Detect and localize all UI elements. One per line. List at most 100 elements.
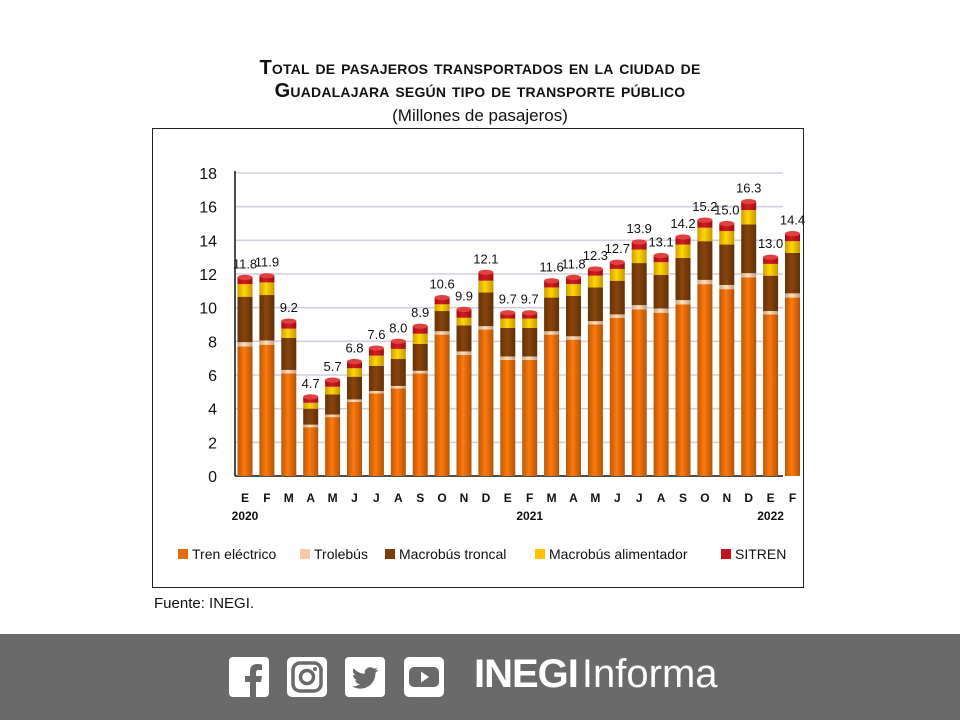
bar-top-cap (675, 234, 691, 240)
chart-frame (152, 128, 804, 588)
total-value-label: 9.2 (280, 300, 298, 315)
bar-segment (500, 327, 516, 357)
twitter-icon[interactable] (345, 657, 385, 697)
x-tick-label: F (263, 491, 270, 505)
bar-segment (368, 390, 384, 394)
x-tick-label: A (394, 491, 403, 505)
bar-segment (522, 359, 538, 476)
bar-segment (390, 348, 406, 360)
x-tick-label: M (284, 491, 294, 505)
bar-segment (500, 318, 516, 328)
bar-segment (434, 297, 450, 305)
bar-top-cap (390, 338, 406, 344)
bar-segment (368, 365, 384, 391)
bar-segment (631, 263, 647, 306)
x-tick-label: A (306, 491, 315, 505)
bar-segment (303, 402, 319, 409)
total-value-label: 11.8 (233, 256, 257, 271)
facebook-icon[interactable] (229, 657, 269, 697)
y-tick-label: 4 (208, 402, 217, 419)
bar-segment (785, 233, 800, 242)
x-tick-label: F (526, 491, 533, 505)
bar-top-cap (259, 273, 275, 279)
legend-label: Macrobús troncal (399, 546, 506, 562)
x-tick-label: S (416, 491, 424, 505)
total-value-label: 4.7 (302, 376, 320, 391)
bar-segment (719, 223, 735, 232)
x-tick-label: E (504, 491, 512, 505)
bar-segment (544, 334, 560, 476)
bar-top-cap (653, 252, 669, 259)
total-value-label: 8.9 (411, 305, 429, 320)
bar-segment (500, 359, 516, 476)
bar-top-cap (763, 254, 779, 260)
legend-label: Macrobús alimentador (549, 546, 688, 562)
bar-segment (237, 277, 253, 285)
bar-segment (741, 273, 757, 278)
bar-segment (609, 280, 625, 315)
bar-segment (566, 277, 581, 285)
bar-segment (325, 394, 341, 415)
bar-segment (456, 354, 472, 476)
bar-segment (281, 321, 297, 329)
bar-segment (719, 289, 735, 476)
bar-top-cap (368, 345, 384, 351)
bar-segment (434, 334, 450, 476)
x-tick-label: M (328, 491, 338, 505)
bar-segment (785, 241, 800, 253)
bar-segment (347, 399, 362, 402)
bar-segment (478, 292, 494, 327)
x-tick-label: O (700, 491, 709, 505)
bar-segment (587, 268, 603, 276)
bar-segment (390, 385, 406, 389)
instagram-icon[interactable] (287, 657, 327, 697)
bar-segment (281, 337, 297, 370)
bar-segment (653, 262, 669, 275)
bar-segment (631, 242, 647, 250)
bar-top-cap (478, 269, 494, 275)
bar-segment (412, 343, 428, 371)
bar-segment (347, 401, 362, 476)
brand-light: Informa (581, 652, 718, 696)
total-value-label: 10.6 (429, 277, 454, 292)
bar-segment (456, 351, 472, 355)
bar-segment (587, 321, 603, 325)
bar-top-cap (631, 239, 647, 245)
bar-segment (456, 309, 472, 318)
bar-segment (763, 311, 779, 315)
bar-segment (675, 304, 691, 476)
bar-segment (763, 275, 779, 312)
legend-swatch (721, 549, 731, 559)
bar-segment (522, 327, 538, 357)
x-tick-label: E (241, 491, 249, 505)
bar-segment (653, 274, 669, 309)
bar-segment (719, 231, 735, 245)
youtube-icon[interactable] (404, 657, 444, 697)
bar-segment (303, 424, 319, 428)
bar-segment (587, 287, 603, 322)
bar-segment (237, 342, 253, 347)
bar-segment (325, 414, 341, 418)
bar-segment (478, 329, 494, 476)
x-tick-label: D (482, 491, 491, 505)
bar-segment (237, 296, 253, 343)
y-tick-label: 6 (208, 368, 217, 385)
y-tick-label: 16 (199, 200, 217, 217)
x-tick-label: A (657, 491, 666, 505)
y-tick-label: 18 (199, 166, 217, 183)
x-tick-label: N (460, 491, 469, 505)
bar-segment (368, 393, 384, 476)
bar-top-cap (281, 318, 297, 324)
bar-segment (522, 318, 538, 328)
bar-segment (325, 417, 341, 476)
bar-top-cap (544, 278, 560, 284)
total-value-label: 13.1 (648, 234, 673, 249)
bar-segment (566, 284, 581, 296)
bar-segment (259, 340, 275, 345)
total-value-label: 5.7 (324, 359, 342, 374)
bar-segment (675, 236, 691, 245)
total-value-label: 14.2 (670, 216, 695, 231)
total-value-label: 12.3 (583, 248, 608, 263)
bar-top-cap (303, 394, 319, 400)
legend-swatch (535, 549, 545, 559)
